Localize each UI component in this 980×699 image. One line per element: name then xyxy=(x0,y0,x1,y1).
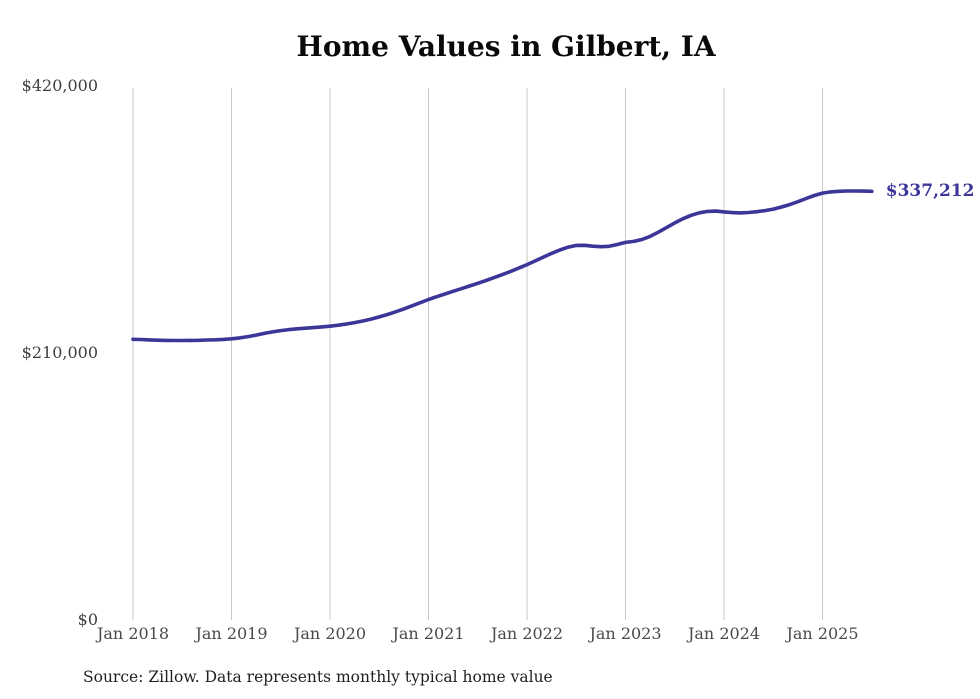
x-tick-label: Jan 2020 xyxy=(293,624,367,643)
x-tick-label: Jan 2025 xyxy=(786,624,859,643)
y-tick-label: $0 xyxy=(77,610,98,629)
home-value-line xyxy=(131,189,874,343)
x-tick-label: Jan 2022 xyxy=(490,624,564,643)
chart-title: Home Values in Gilbert, IA xyxy=(296,30,716,63)
x-tick-label: Jan 2024 xyxy=(687,624,761,643)
x-tick-label: Jan 2018 xyxy=(96,624,170,643)
final-value-label: $337,212 xyxy=(885,181,975,202)
x-tick-label: Jan 2023 xyxy=(589,624,662,643)
source-note: Source: Zillow. Data represents monthly … xyxy=(83,668,553,686)
x-tick-label: Jan 2021 xyxy=(392,624,465,643)
x-tick-label: Jan 2019 xyxy=(195,624,268,643)
y-tick-label: $420,000 xyxy=(21,76,98,95)
y-tick-label: $210,000 xyxy=(21,343,98,362)
